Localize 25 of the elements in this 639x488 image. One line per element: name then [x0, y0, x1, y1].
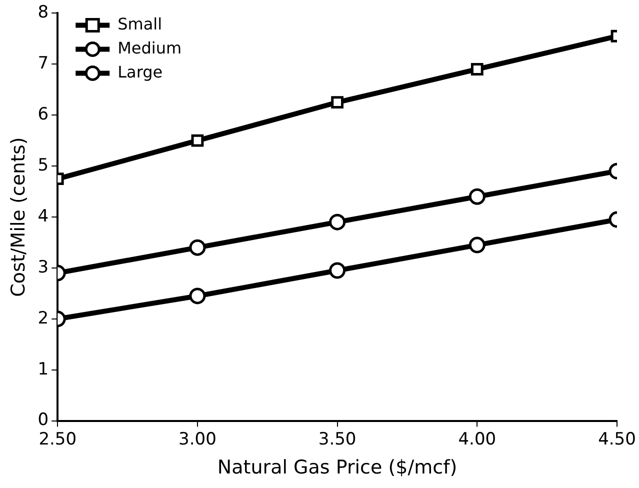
legend-label: Large	[118, 62, 163, 82]
point	[468, 188, 486, 205]
point	[329, 262, 346, 279]
point	[470, 63, 484, 76]
y-tick-label: 2	[38, 308, 49, 328]
x-tick-label: 4.00	[458, 429, 496, 450]
point	[468, 236, 486, 254]
point	[329, 214, 346, 230]
x-tick-label: 4.50	[598, 429, 636, 450]
x-tick-label: 3.00	[178, 429, 216, 450]
y-tick-label: 8	[38, 2, 49, 23]
y-tick-label: 5	[38, 155, 49, 176]
legend-label: Small	[118, 14, 162, 34]
y-tick-label: 6	[38, 104, 49, 125]
x-axis-title: Natural Gas Price ($/mcf)	[217, 456, 458, 479]
y-tick-label: 7	[38, 54, 49, 74]
x-tick-label: 3.50	[318, 429, 356, 450]
point	[331, 96, 344, 109]
legend-label: Medium	[118, 38, 182, 58]
y-tick-label: 4	[38, 206, 49, 226]
y-axis-title: Cost/Mile (cents)	[7, 137, 30, 297]
y-tick-label: 1	[38, 359, 49, 380]
x-tick-label: 2.50	[38, 429, 77, 450]
y-tick-label: 0	[38, 410, 49, 430]
y-tick-label: 3	[38, 257, 49, 278]
